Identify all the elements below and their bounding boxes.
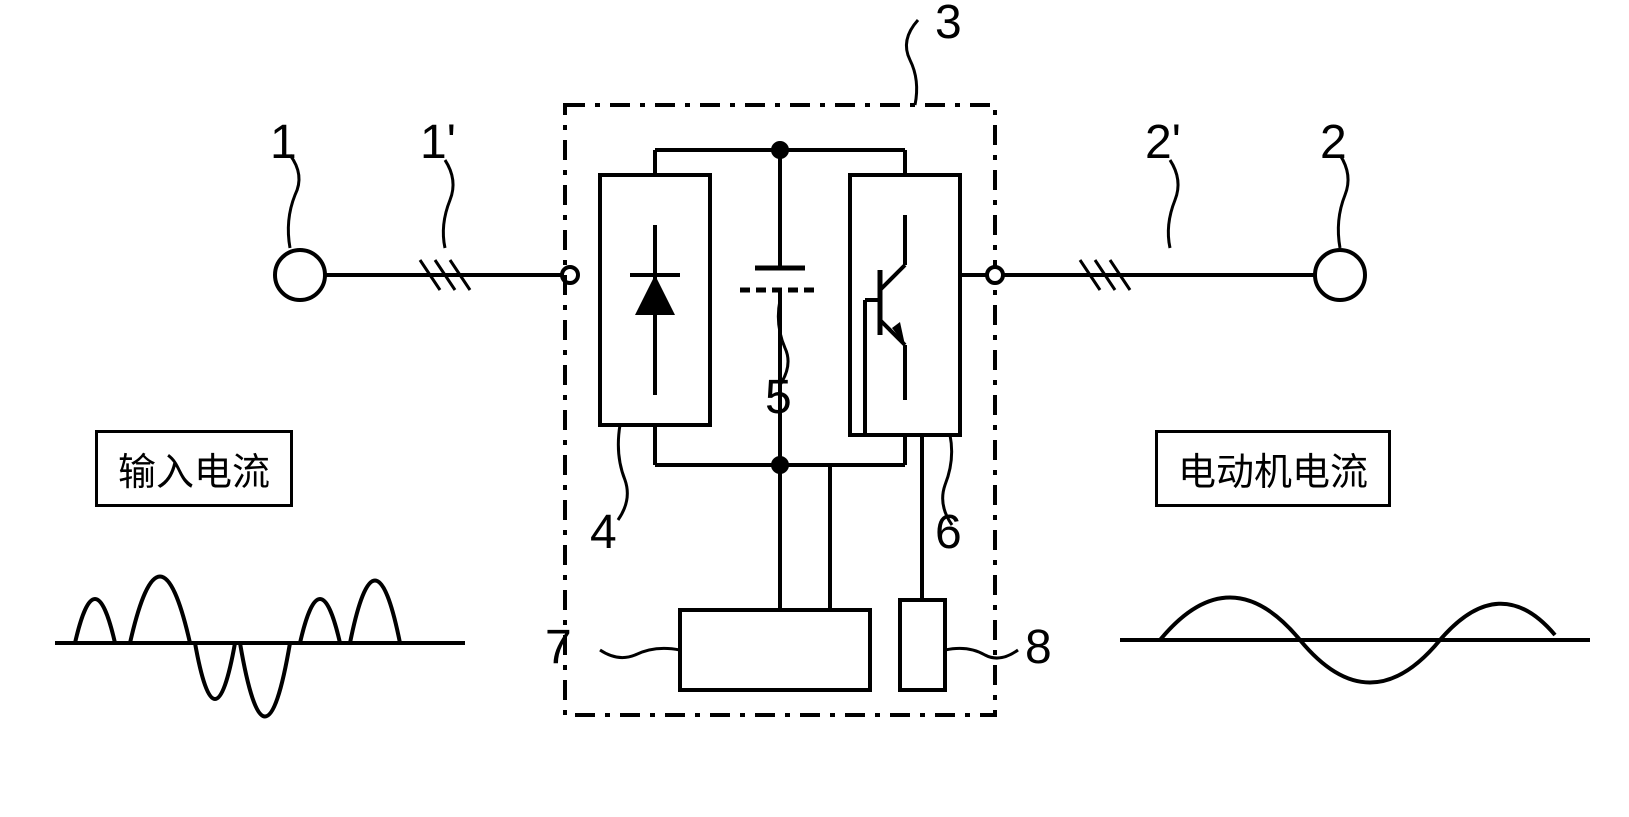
ref-5: 5 <box>765 370 792 425</box>
input-waveform <box>55 577 465 717</box>
input-current-label: 输入电流 <box>95 430 293 507</box>
diode-icon <box>630 225 680 395</box>
controller-box <box>680 610 870 690</box>
leader-2p <box>1168 160 1178 248</box>
leader-7 <box>600 648 680 657</box>
ref-4: 4 <box>590 505 617 560</box>
circuit-diagram <box>0 0 1629 817</box>
ref-2p: 2' <box>1145 115 1181 170</box>
motor-waveform <box>1120 598 1590 683</box>
ref-7: 7 <box>545 620 572 675</box>
leader-8 <box>945 648 1018 658</box>
ref-1: 1 <box>270 115 297 170</box>
leader-4 <box>618 425 627 520</box>
source-left <box>275 250 325 300</box>
igbt-icon <box>865 215 905 435</box>
leader-3 <box>906 20 918 105</box>
ref-2: 2 <box>1320 115 1347 170</box>
terminal-right <box>987 267 1003 283</box>
leader-1p <box>443 160 453 248</box>
ref-6: 6 <box>935 505 962 560</box>
ref-8: 8 <box>1025 620 1052 675</box>
capacitor-icon <box>740 268 820 290</box>
ref-3: 3 <box>935 0 962 50</box>
aux-box <box>900 600 945 690</box>
motor-current-label: 电动机电流 <box>1155 430 1391 507</box>
ref-1p: 1' <box>420 115 456 170</box>
motor <box>1315 250 1365 300</box>
